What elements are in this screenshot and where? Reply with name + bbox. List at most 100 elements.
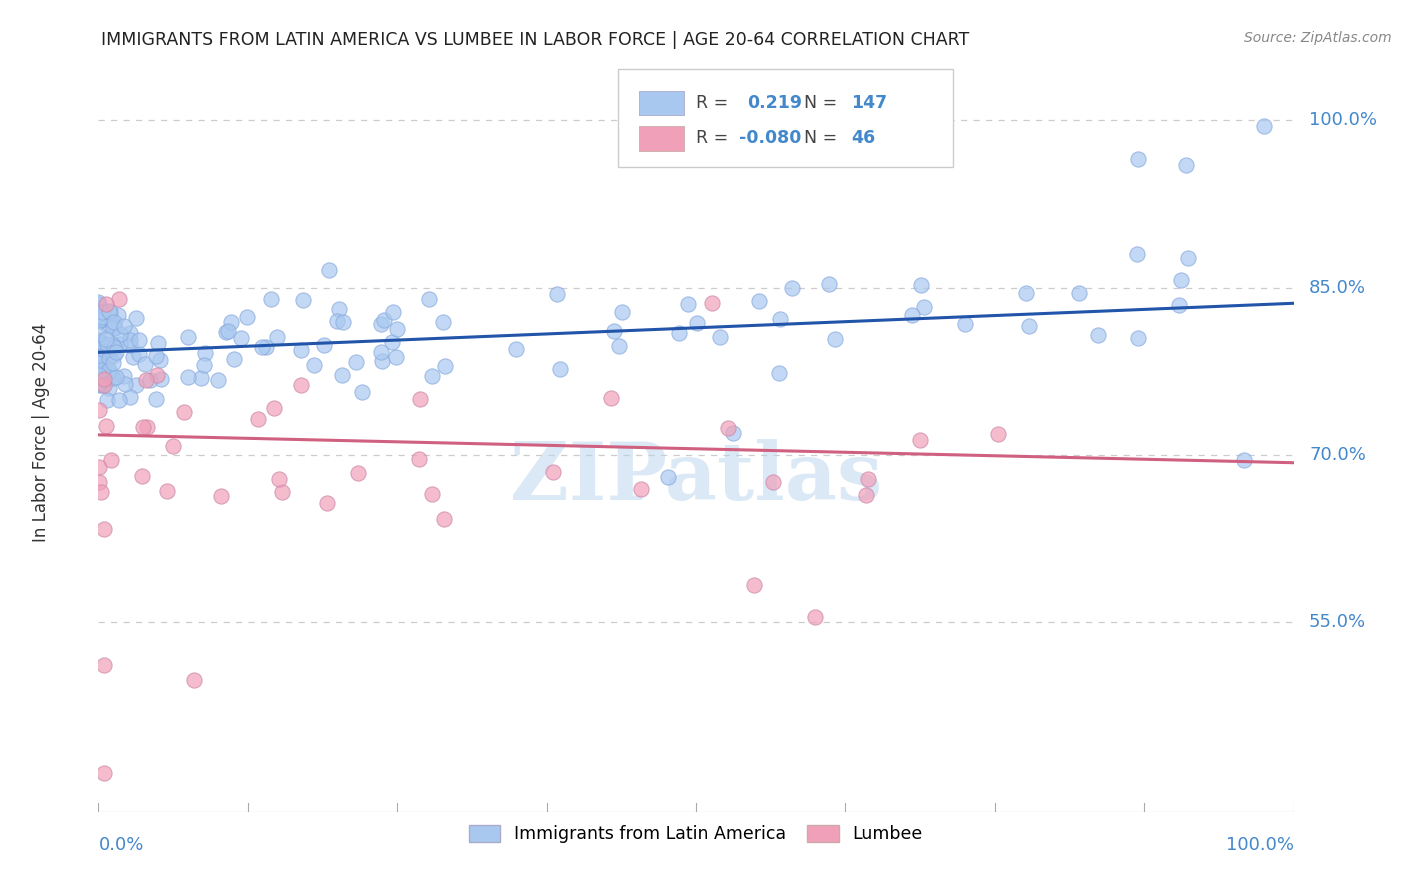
Point (420, 487, 443, 501)
Point (93, 372, 115, 386)
Point (98, 351, 121, 365)
Text: 147: 147 (852, 94, 887, 112)
Point (290, 343, 312, 357)
Point (90, 311, 112, 326)
Point (98, 363, 121, 377)
Point (128, 333, 150, 347)
Point (686, 316, 709, 330)
Point (1167, 298, 1189, 312)
Point (112, 368, 135, 383)
Point (1177, 251, 1199, 265)
Point (94, 338, 117, 352)
Point (87, 356, 110, 370)
Point (87, 327, 110, 342)
Text: N =: N = (804, 94, 842, 112)
Legend: Immigrants from Latin America, Lumbee: Immigrants from Latin America, Lumbee (463, 818, 929, 850)
Point (87, 377, 110, 392)
Point (408, 451, 430, 466)
Point (912, 300, 935, 314)
Point (87, 377, 110, 392)
Point (87, 297, 110, 311)
Point (136, 419, 159, 434)
Point (118, 333, 141, 347)
Text: In Labor Force | Age 20-64: In Labor Force | Age 20-64 (32, 323, 51, 542)
Point (108, 327, 131, 342)
Point (176, 330, 198, 344)
Point (987, 426, 1010, 441)
Text: 0.0%: 0.0% (98, 836, 143, 854)
Point (98, 381, 121, 395)
Point (314, 338, 336, 352)
Point (211, 489, 233, 503)
Point (1253, 119, 1275, 133)
Point (1170, 272, 1192, 286)
Text: N =: N = (804, 129, 848, 147)
Point (93, 377, 115, 392)
Text: 55.0%: 55.0% (1309, 613, 1367, 632)
Point (600, 392, 623, 406)
Point (433, 512, 456, 526)
Point (89, 354, 111, 368)
Point (193, 358, 215, 372)
Point (630, 482, 652, 496)
Point (150, 372, 173, 386)
Point (953, 317, 976, 331)
Point (91, 305, 114, 319)
Point (266, 330, 288, 344)
Point (1128, 153, 1150, 167)
Bar (638, 127, 685, 151)
Point (93, 765, 115, 780)
Text: 85.0%: 85.0% (1309, 278, 1367, 297)
Point (901, 308, 924, 322)
Point (207, 373, 229, 387)
Point (108, 292, 131, 306)
Point (818, 277, 841, 291)
Point (90, 485, 112, 500)
Point (1067, 285, 1090, 300)
Point (101, 321, 124, 335)
Point (420, 368, 443, 383)
Point (352, 385, 374, 400)
Point (316, 495, 339, 509)
Point (134, 357, 156, 371)
Point (177, 369, 200, 384)
Point (370, 317, 392, 331)
Text: 100.0%: 100.0% (1226, 836, 1294, 854)
Point (183, 673, 205, 688)
FancyBboxPatch shape (619, 69, 953, 168)
Point (145, 349, 167, 363)
Point (344, 355, 367, 369)
Point (260, 293, 283, 307)
Point (742, 578, 765, 592)
Point (236, 310, 259, 324)
Point (103, 315, 125, 329)
Point (856, 471, 879, 485)
Point (112, 318, 135, 333)
Point (432, 315, 454, 329)
Point (332, 368, 354, 383)
Point (332, 315, 354, 329)
Point (824, 332, 846, 346)
Point (709, 330, 731, 344)
Point (125, 310, 148, 325)
Point (107, 308, 129, 322)
Point (87, 475, 110, 489)
Point (132, 420, 155, 434)
Point (173, 405, 195, 419)
Point (373, 313, 395, 327)
Point (1018, 319, 1040, 334)
Text: 70.0%: 70.0% (1309, 446, 1367, 464)
Point (385, 351, 408, 365)
Point (381, 334, 404, 349)
Point (93, 522, 115, 536)
Point (101, 355, 124, 369)
Point (194, 346, 217, 360)
Point (91, 359, 114, 374)
Point (717, 421, 740, 435)
Point (700, 295, 723, 310)
Point (910, 278, 932, 293)
Point (668, 326, 690, 340)
Text: -0.080: -0.080 (740, 129, 801, 147)
Point (254, 340, 277, 354)
Point (96, 392, 118, 407)
